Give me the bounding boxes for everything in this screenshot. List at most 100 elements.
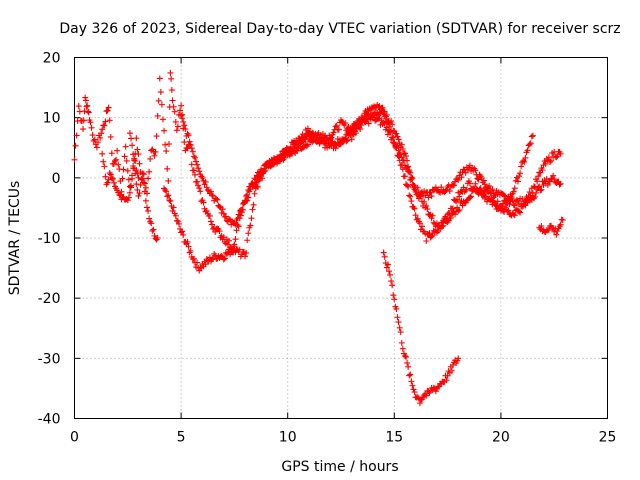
data-point: [209, 221, 216, 228]
data-point: [455, 207, 462, 214]
data-point: [387, 271, 394, 278]
data-point: [184, 238, 191, 245]
data-point: [343, 138, 350, 145]
data-point: [513, 196, 520, 203]
data-point: [73, 132, 80, 139]
data-point: [482, 193, 489, 200]
y-tick-label: -10: [38, 231, 61, 247]
data-point: [159, 116, 166, 123]
data-point: [131, 165, 138, 172]
data-point: [521, 201, 528, 208]
data-point: [151, 152, 158, 159]
data-point: [199, 174, 206, 181]
data-point: [207, 188, 214, 195]
data-point: [423, 392, 430, 399]
data-point: [194, 161, 201, 168]
data-point: [82, 97, 89, 104]
data-point: [518, 163, 525, 170]
data-point: [113, 156, 120, 163]
data-point: [446, 188, 453, 195]
data-point: [456, 193, 463, 200]
data-point: [203, 207, 210, 214]
data-point: [406, 168, 413, 175]
data-point: [344, 137, 351, 144]
data-point: [535, 184, 542, 191]
data-point: [559, 216, 566, 223]
data-point: [100, 158, 107, 165]
data-point: [243, 249, 250, 256]
data-point: [484, 187, 491, 194]
data-point: [430, 219, 437, 226]
data-point: [135, 192, 142, 199]
data-point: [389, 121, 396, 128]
data-point: [167, 198, 174, 205]
data-point: [126, 130, 133, 137]
data-point: [193, 158, 200, 165]
data-point: [542, 160, 549, 167]
data-point: [162, 187, 169, 194]
data-point: [480, 177, 487, 184]
data-point: [539, 166, 546, 173]
data-point: [190, 167, 197, 174]
data-point: [452, 211, 459, 218]
series-early-noisy-c: [126, 69, 193, 199]
data-point: [466, 180, 473, 187]
data-point: [403, 153, 410, 160]
data-point: [394, 133, 401, 140]
data-point: [412, 184, 419, 191]
data-point: [551, 176, 558, 183]
data-point: [132, 158, 139, 165]
data-point: [428, 233, 435, 240]
data-point: [335, 126, 342, 133]
data-point: [556, 181, 563, 188]
data-point: [149, 227, 156, 234]
data-point: [388, 118, 395, 125]
data-point: [382, 115, 389, 122]
data-point: [487, 190, 494, 197]
data-point: [126, 183, 133, 190]
data-point: [203, 184, 210, 191]
data-point: [398, 339, 405, 346]
data-point: [214, 196, 221, 203]
data-point: [106, 117, 113, 124]
axis-ticks: 0 5 10 15 20 25 -40 -30 -20 -10 0 10 20: [38, 51, 617, 446]
data-point: [426, 230, 433, 237]
data-point: [391, 296, 398, 303]
data-point: [347, 126, 354, 133]
data-point: [137, 181, 144, 188]
data-point: [147, 155, 154, 162]
data-point: [158, 101, 165, 108]
data-point: [548, 157, 555, 164]
data-point: [118, 188, 125, 195]
data-point: [157, 89, 164, 96]
data-point: [102, 118, 109, 125]
data-point: [428, 193, 435, 200]
data-point: [94, 139, 101, 146]
data-point: [88, 124, 95, 131]
data-point: [202, 261, 209, 268]
data-point: [472, 167, 479, 174]
data-point: [462, 169, 469, 176]
data-point: [380, 119, 387, 126]
data-point: [178, 102, 185, 109]
data-point: [131, 157, 138, 164]
data-point: [106, 170, 113, 177]
data-point: [154, 235, 161, 241]
y-axis-label: SDTVAR / TECUs: [7, 181, 23, 296]
data-point: [429, 232, 436, 239]
x-tick-label: 5: [177, 430, 186, 446]
data-point: [250, 201, 257, 208]
data-point: [143, 190, 150, 197]
data-point: [191, 154, 198, 161]
y-tick-label: -40: [38, 412, 61, 428]
data-point: [494, 198, 501, 205]
data-point: [107, 171, 114, 178]
data-point: [489, 197, 496, 204]
data-point: [554, 153, 561, 160]
data-point: [455, 177, 462, 184]
data-point: [339, 118, 346, 125]
data-point: [537, 187, 544, 194]
data-point: [538, 223, 545, 230]
data-point: [147, 218, 154, 225]
